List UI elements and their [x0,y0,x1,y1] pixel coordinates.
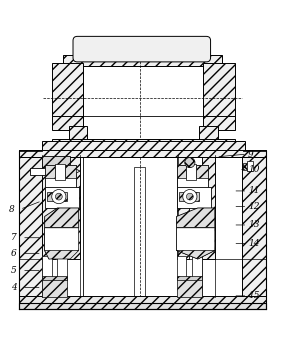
FancyBboxPatch shape [73,36,211,62]
Bar [203,63,235,119]
Bar [199,126,218,141]
Bar [19,296,266,304]
Bar [192,193,199,201]
Bar [57,256,67,280]
Polygon shape [73,168,80,175]
Circle shape [183,189,197,204]
Text: 6: 6 [11,249,16,258]
Bar [30,168,74,175]
Bar [77,38,206,58]
Bar [64,165,76,178]
Polygon shape [176,228,215,259]
Bar [52,139,235,144]
Bar [176,279,202,297]
Text: 4: 4 [11,283,16,292]
Bar [203,116,235,130]
Bar [45,187,79,208]
Polygon shape [176,250,215,259]
Polygon shape [45,250,79,259]
Text: 7: 7 [11,233,16,242]
Bar [176,256,186,280]
Text: 8: 8 [9,205,15,214]
Bar [42,157,55,259]
Polygon shape [45,228,79,259]
Bar [202,157,215,259]
Circle shape [186,193,193,200]
Text: 11: 11 [249,186,260,195]
Bar [176,165,186,178]
Polygon shape [45,228,79,250]
Bar [45,165,76,188]
Polygon shape [176,228,215,250]
Bar [42,256,52,280]
Bar [192,256,202,280]
Polygon shape [176,208,215,228]
Bar [243,162,248,170]
Bar [55,164,64,180]
Circle shape [185,157,195,168]
Text: 5: 5 [11,266,16,275]
Bar [176,276,202,280]
Bar [42,156,70,167]
Text: 13: 13 [249,220,260,229]
Bar [176,165,208,188]
Bar [67,157,80,259]
Bar [19,303,266,309]
Text: 9: 9 [247,150,253,159]
Bar [42,141,245,151]
Bar [19,150,43,297]
Text: 15: 15 [249,292,260,300]
Bar [52,116,83,130]
Bar [83,66,203,116]
Text: 14: 14 [249,239,260,248]
Bar [186,164,196,180]
Bar [196,165,208,178]
Bar [48,193,56,201]
Bar [60,193,67,201]
Bar [242,150,266,297]
Bar [134,167,145,297]
Bar [179,193,188,201]
Bar [69,126,87,141]
Circle shape [55,193,62,200]
Bar [42,276,67,280]
Bar [176,157,189,259]
Bar [19,150,266,157]
Bar [176,187,211,208]
Bar [63,55,222,66]
Bar [52,63,83,119]
Circle shape [52,189,66,204]
Bar [42,279,67,297]
Bar [247,161,253,171]
Bar [45,165,55,178]
Bar [83,157,202,297]
Text: 12: 12 [249,202,260,211]
Text: 10: 10 [249,165,260,174]
Polygon shape [45,208,79,228]
Bar [77,39,206,58]
